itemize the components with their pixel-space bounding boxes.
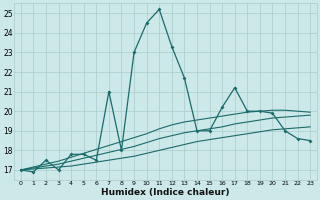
X-axis label: Humidex (Indice chaleur): Humidex (Indice chaleur) [101,188,230,197]
